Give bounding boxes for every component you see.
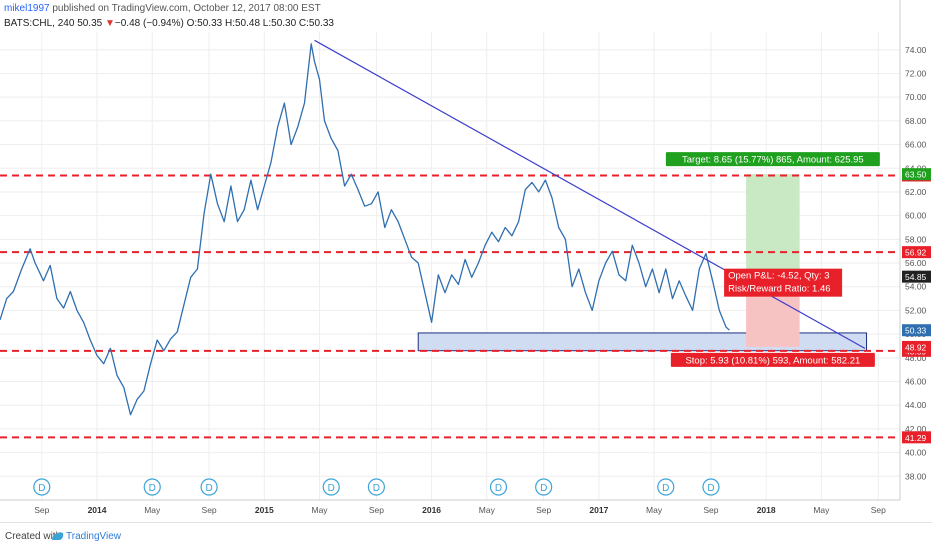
- y-tick-label: 38.00: [905, 471, 927, 481]
- price-tag-box: [902, 246, 931, 259]
- dividend-marker[interactable]: [143, 478, 161, 496]
- dividend-marker[interactable]: [535, 478, 553, 496]
- stop-label-box: [670, 352, 875, 367]
- price-tag-box: [902, 324, 931, 337]
- y-tick-label: 52.00: [905, 305, 927, 315]
- x-tick-label: 2016: [422, 505, 441, 515]
- x-tick-label: 2018: [757, 505, 776, 515]
- dividend-marker[interactable]: [702, 478, 720, 496]
- last-price: 50.35: [77, 18, 103, 29]
- price-tag-label: 54.85: [905, 272, 927, 282]
- y-tick-label: 62.00: [905, 187, 927, 197]
- y-tick-label: 60.00: [905, 211, 927, 221]
- created-with-text: Created with: [5, 531, 62, 542]
- dividend-marker[interactable]: [367, 478, 385, 496]
- stop-label: Stop: 5.93 (10.81%) 593, Amount: 582.21: [685, 355, 860, 366]
- price-tag-label: 63.50: [905, 170, 927, 180]
- y-tick-label: 66.00: [905, 140, 927, 150]
- dividend-label: D: [540, 483, 547, 494]
- x-tick-label: Sep: [369, 505, 384, 515]
- x-tick-label: 2015: [255, 505, 274, 515]
- descending-trend-line[interactable]: [314, 39, 866, 349]
- position-labels: Target: 8.65 (15.77%) 865, Amount: 625.9…: [665, 152, 880, 367]
- tradingview-logo-icon[interactable]: [51, 530, 64, 542]
- x-tick-label: May: [479, 505, 496, 515]
- dividend-label: D: [205, 483, 212, 494]
- price-tag-label: 41.29: [905, 433, 927, 443]
- x-tick-label: 2014: [88, 505, 107, 515]
- y-tick-label: 72.00: [905, 68, 927, 78]
- y-tick-label: 74.00: [905, 45, 927, 55]
- y-tick-label: 48.00: [905, 353, 927, 363]
- y-tick-label: 46.00: [905, 377, 927, 387]
- price-tag-box: [902, 431, 931, 444]
- dividend-marker[interactable]: [489, 478, 508, 496]
- x-tick-label: May: [144, 505, 161, 515]
- x-tick-label: Sep: [202, 505, 217, 515]
- x-tick-label: May: [813, 505, 830, 515]
- y-tick-label: 56.00: [905, 258, 927, 268]
- price-change: −0.48 (−0.94%): [114, 18, 184, 29]
- x-tick-label: 2017: [589, 505, 608, 515]
- price-tag-label: 50.33: [905, 326, 927, 336]
- y-tick-label: 44.00: [905, 400, 927, 410]
- price-tag-box: [902, 340, 931, 353]
- dividend-label: D: [149, 483, 156, 494]
- dividend-label: D: [662, 483, 669, 494]
- pnl-label: Open P&L: -4.52, Qty: 3: [728, 271, 829, 282]
- pnl-box: [724, 268, 843, 297]
- price-tag-label: 48.92: [905, 342, 927, 352]
- y-tick-label: 68.00: [905, 116, 927, 126]
- trend-line[interactable]: [314, 39, 866, 349]
- price-line: [0, 43, 730, 416]
- publish-info: mikel1997 published on TradingView.com, …: [4, 3, 321, 14]
- price-tag-box: [902, 168, 931, 181]
- price-series: [0, 43, 730, 416]
- target-area[interactable]: [746, 174, 800, 277]
- x-tick-label: Sep: [871, 505, 886, 515]
- x-tick-label: Sep: [536, 505, 551, 515]
- y-tick-label: 58.00: [905, 234, 927, 244]
- y-tick-label: 42.00: [905, 424, 927, 434]
- ohlc-values: O:50.33 H:50.48 L:50.30 C:50.33: [186, 18, 334, 29]
- symbol-label[interactable]: BATS:CHL, 240: [4, 18, 75, 29]
- price-chart[interactable]: Target: 8.65 (15.77%) 865, Amount: 625.9…: [0, 0, 932, 522]
- x-tick-label: May: [311, 505, 328, 515]
- y-tick-label: 54.00: [905, 282, 927, 292]
- dividend-marker[interactable]: [33, 478, 51, 496]
- dividend-label: D: [38, 483, 45, 494]
- x-tick-label: May: [646, 505, 663, 515]
- y-tick-label: 40.00: [905, 448, 927, 458]
- price-tag-box: [902, 270, 931, 283]
- dividend-marker[interactable]: [657, 478, 675, 496]
- dividend-marker[interactable]: [322, 478, 340, 496]
- author-link[interactable]: mikel1997: [4, 3, 50, 14]
- time-axis[interactable]: Sep 2014 May Sep 2015 May Sep 2016 May Sep 2017 May…: [0, 499, 900, 515]
- publish-text: published on TradingView.com, October 12…: [52, 3, 321, 14]
- symbol-legend: BATS:CHL, 240 50.35 ▼−0.48 (−0.94%) O:50…: [4, 18, 334, 29]
- footer-bar: Created with TradingView: [0, 522, 932, 551]
- chart-grid: [0, 32, 900, 500]
- horizontal-levels[interactable]: [0, 174, 900, 439]
- dividend-label: D: [328, 483, 335, 494]
- dividend-marker[interactable]: [200, 478, 218, 496]
- tradingview-link[interactable]: TradingView: [66, 531, 122, 542]
- dividend-label: D: [373, 483, 380, 494]
- long-position-tool[interactable]: [746, 174, 800, 347]
- rr-label: Risk/Reward Ratio: 1.46: [728, 284, 830, 295]
- x-tick-label: Sep: [703, 505, 718, 515]
- price-axis[interactable]: 38.0040.0042.0044.0046.0048.0050.0052.00…: [899, 0, 932, 500]
- x-tick-label: Sep: [34, 505, 49, 515]
- down-arrow-icon: ▼: [105, 18, 115, 29]
- target-label-box: [665, 152, 880, 167]
- target-label: Target: 8.65 (15.77%) 865, Amount: 625.9…: [682, 155, 864, 166]
- price-tag-label: 56.92: [905, 248, 927, 258]
- dividend-label: D: [495, 483, 502, 494]
- dividend-label: D: [707, 483, 714, 494]
- y-tick-label: 70.00: [905, 92, 927, 102]
